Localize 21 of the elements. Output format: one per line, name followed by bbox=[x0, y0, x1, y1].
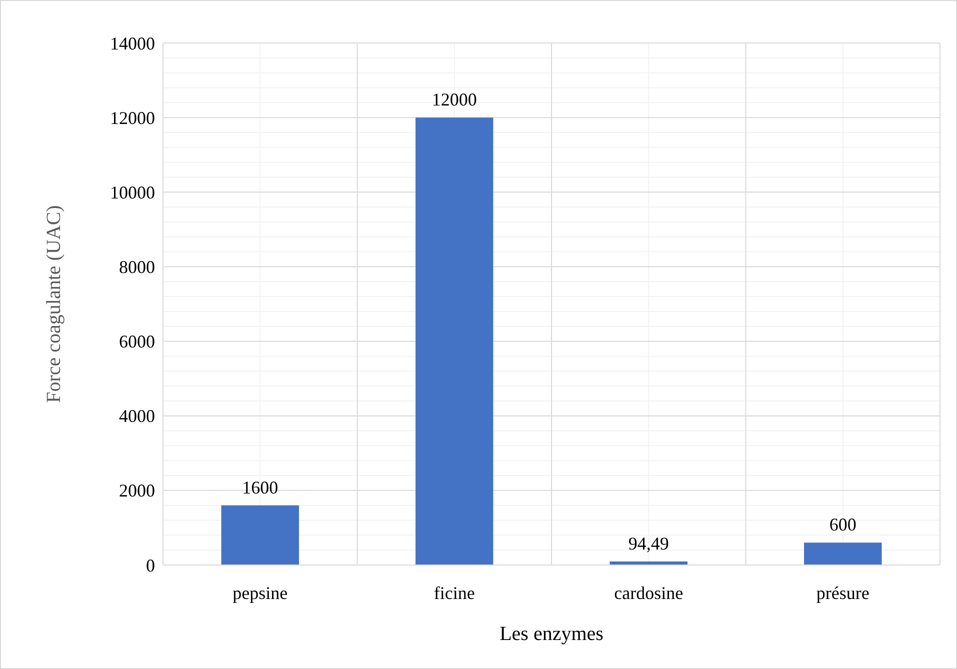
data-label: 1600 bbox=[242, 477, 278, 498]
data-label: 94,49 bbox=[628, 533, 669, 554]
bar bbox=[804, 542, 882, 565]
x-axis-title: Les enzymes bbox=[500, 623, 604, 645]
x-tick-label: cardosine bbox=[614, 583, 684, 603]
y-tick-label: 4000 bbox=[119, 406, 155, 426]
data-label: 12000 bbox=[432, 90, 477, 110]
y-tick-label: 0 bbox=[146, 555, 155, 576]
y-tick-label: 2000 bbox=[119, 480, 155, 501]
y-tick-label: 6000 bbox=[119, 332, 155, 352]
y-tick-label: 10000 bbox=[110, 182, 155, 202]
y-axis-title: Force coagulante (UAC) bbox=[43, 205, 65, 403]
y-tick-label: 12000 bbox=[110, 108, 155, 128]
y-tick-label: 8000 bbox=[119, 257, 155, 278]
bar bbox=[416, 118, 494, 565]
x-tick-label: ficine bbox=[434, 583, 475, 603]
y-tick-label: 14000 bbox=[110, 33, 155, 54]
x-tick-label: présure bbox=[816, 583, 870, 603]
bar bbox=[221, 505, 299, 565]
x-tick-label: pepsine bbox=[232, 583, 288, 603]
data-label: 600 bbox=[829, 514, 856, 535]
